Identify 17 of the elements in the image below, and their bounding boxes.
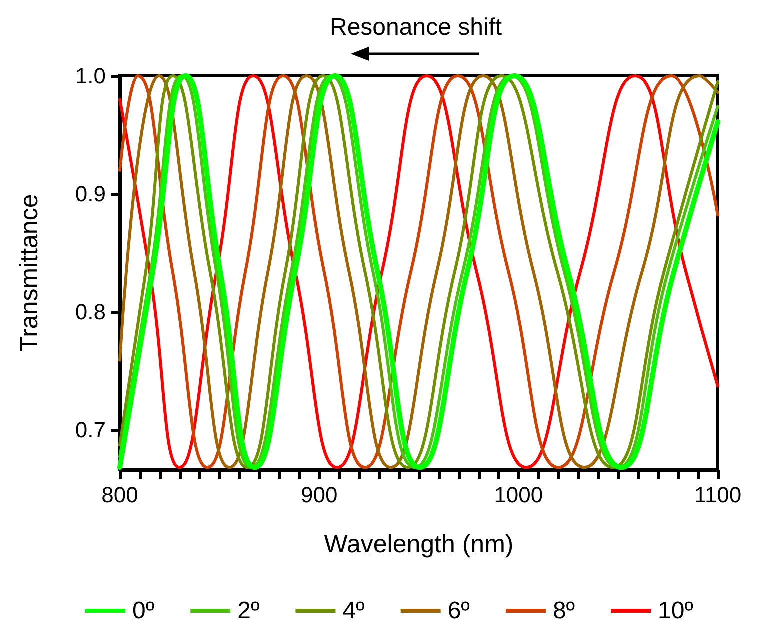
legend-label: 10º: [658, 598, 694, 624]
legend-label: 2º: [238, 598, 260, 624]
y-tick-label: 0.7: [75, 417, 106, 442]
x-tick-label: 800: [102, 482, 138, 508]
y-tick-label: 1.0: [75, 64, 106, 88]
x-tick-label: 900: [300, 482, 338, 508]
legend-label: 4º: [342, 598, 366, 624]
legend-label: 8º: [552, 598, 576, 624]
x-axis-title: Wavelength (nm): [324, 530, 514, 558]
text: Resonance shift: [330, 14, 502, 42]
y-tick-label: 0.8: [75, 299, 106, 324]
y-tick-label: 0.9: [75, 181, 106, 206]
legend-label: 0º: [132, 598, 155, 624]
legend-label: 6º: [448, 598, 470, 624]
y-axis-title: Transmittance: [16, 194, 44, 352]
x-tick-label: 1100: [694, 482, 742, 508]
x-tick-label: 1000: [494, 482, 544, 508]
